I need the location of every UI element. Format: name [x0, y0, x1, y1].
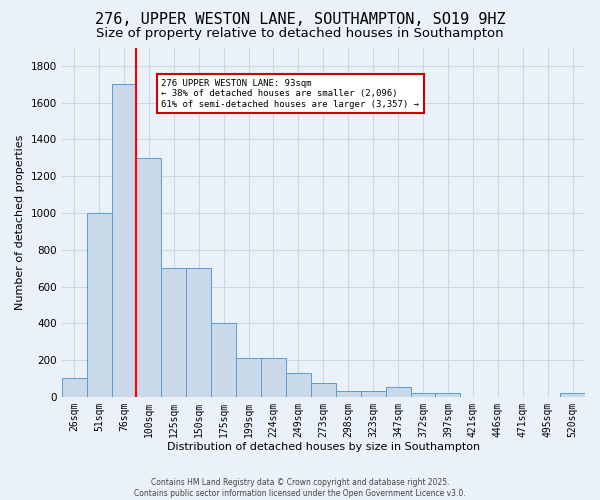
Bar — [136, 158, 161, 397]
Y-axis label: Number of detached properties: Number of detached properties — [15, 134, 25, 310]
X-axis label: Distribution of detached houses by size in Southampton: Distribution of detached houses by size … — [167, 442, 480, 452]
Text: Contains HM Land Registry data © Crown copyright and database right 2025.
Contai: Contains HM Land Registry data © Crown c… — [134, 478, 466, 498]
Bar — [436, 393, 460, 397]
Text: Size of property relative to detached houses in Southampton: Size of property relative to detached ho… — [96, 28, 504, 40]
Text: 276 UPPER WESTON LANE: 93sqm
← 38% of detached houses are smaller (2,096)
61% of: 276 UPPER WESTON LANE: 93sqm ← 38% of de… — [161, 79, 419, 108]
Text: 276, UPPER WESTON LANE, SOUTHAMPTON, SO19 9HZ: 276, UPPER WESTON LANE, SOUTHAMPTON, SO1… — [95, 12, 505, 28]
Bar — [186, 268, 211, 397]
Bar — [62, 378, 86, 397]
Bar — [386, 386, 410, 397]
Bar — [86, 213, 112, 397]
Bar — [286, 373, 311, 397]
Bar — [410, 393, 436, 397]
Bar — [161, 268, 186, 397]
Bar — [236, 358, 261, 397]
Bar — [112, 84, 136, 397]
Bar — [261, 358, 286, 397]
Bar — [361, 392, 386, 397]
Bar — [211, 324, 236, 397]
Bar — [311, 383, 336, 397]
Bar — [336, 392, 361, 397]
Bar — [560, 393, 585, 397]
